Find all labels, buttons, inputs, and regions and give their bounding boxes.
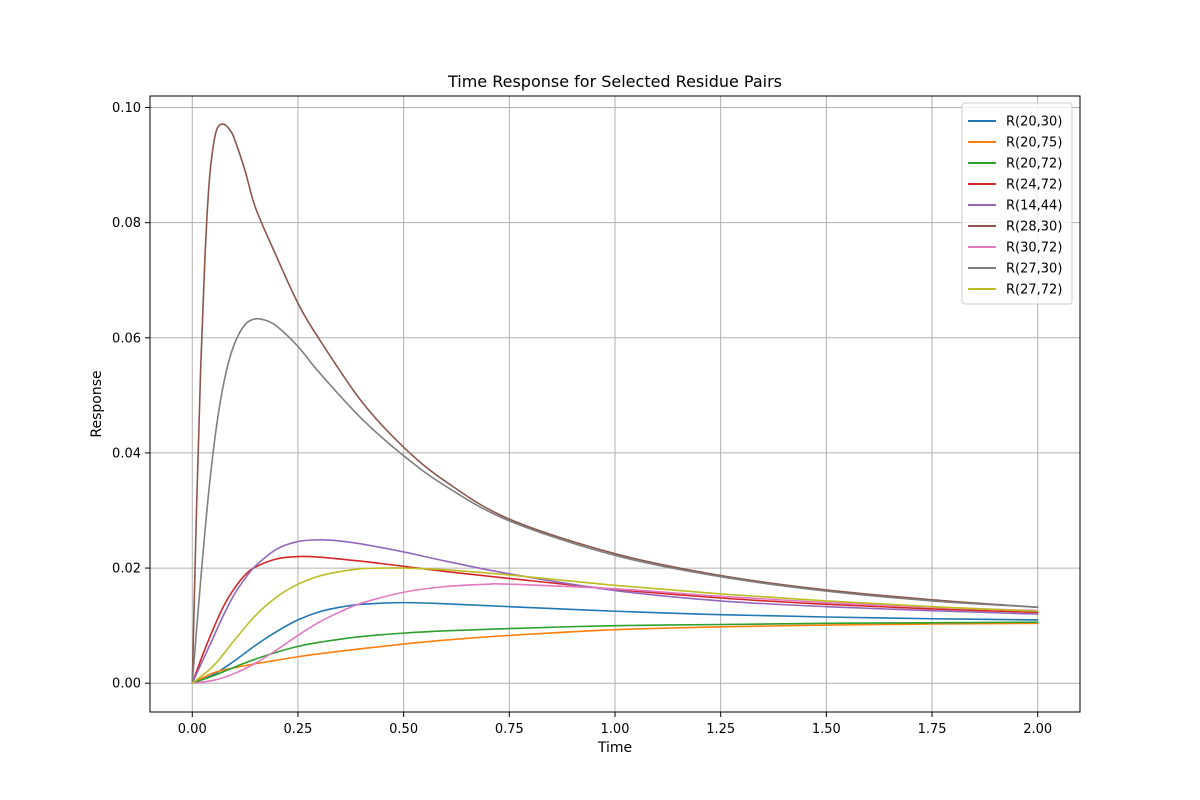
- series-line-R(20,72): [191, 621, 1039, 685]
- legend-label: R(20,72): [1006, 157, 1062, 172]
- legend-box: [961, 102, 1073, 305]
- x-tick-label: 0.50: [389, 722, 418, 737]
- legend-label: R(20,30): [1006, 115, 1062, 130]
- series-line-R(24,72): [191, 555, 1039, 685]
- x-tick-label: 0.75: [495, 722, 524, 737]
- series-lines: [191, 123, 1039, 685]
- y-tick-label: 0.00: [112, 677, 141, 692]
- legend: R(20,30) R(20,75) R(20,72) R(24,72) R(14,44)…: [961, 102, 1073, 305]
- legend-label: R(27,30): [1006, 262, 1062, 277]
- legend-label: R(24,72): [1006, 178, 1062, 193]
- x-tick-label: 0.25: [283, 722, 312, 737]
- y-tick-label: 0.08: [112, 216, 141, 231]
- legend-label: R(14,44): [1006, 199, 1062, 214]
- series-line-R(28,30): [191, 123, 1039, 685]
- chart-title: Time Response for Selected Residue Pairs: [447, 72, 782, 91]
- legend-label: R(28,30): [1006, 220, 1062, 235]
- axis-ticks: 0.00 0.25 0.50 0.75 1.00 1.25 1.50 1.75 2.00 0.00…: [112, 101, 1052, 737]
- y-tick-label: 0.10: [112, 101, 141, 116]
- x-tick-label: 1.50: [812, 722, 841, 737]
- series-line-R(30,72): [191, 582, 1039, 685]
- series-line-R(27,30): [191, 317, 1039, 685]
- series-line-R(14,44): [191, 539, 1039, 685]
- y-axis-label: Response: [89, 370, 105, 437]
- legend-label: R(20,75): [1006, 136, 1062, 151]
- y-tick-label: 0.04: [112, 446, 141, 461]
- series-line-R(27,72): [191, 567, 1039, 685]
- y-tick-label: 0.02: [112, 562, 141, 577]
- legend-label: R(27,72): [1006, 283, 1062, 298]
- legend-label: R(30,72): [1006, 241, 1062, 256]
- x-tick-label: 0.00: [178, 722, 207, 737]
- y-tick-label: 0.06: [112, 331, 141, 346]
- x-tick-label: 1.25: [706, 722, 735, 737]
- x-tick-label: 2.00: [1023, 722, 1052, 737]
- x-tick-label: 1.00: [601, 722, 630, 737]
- x-tick-label: 1.75: [918, 722, 947, 737]
- series-line-R(20,30): [191, 601, 1039, 685]
- x-axis-label: Time: [597, 740, 632, 756]
